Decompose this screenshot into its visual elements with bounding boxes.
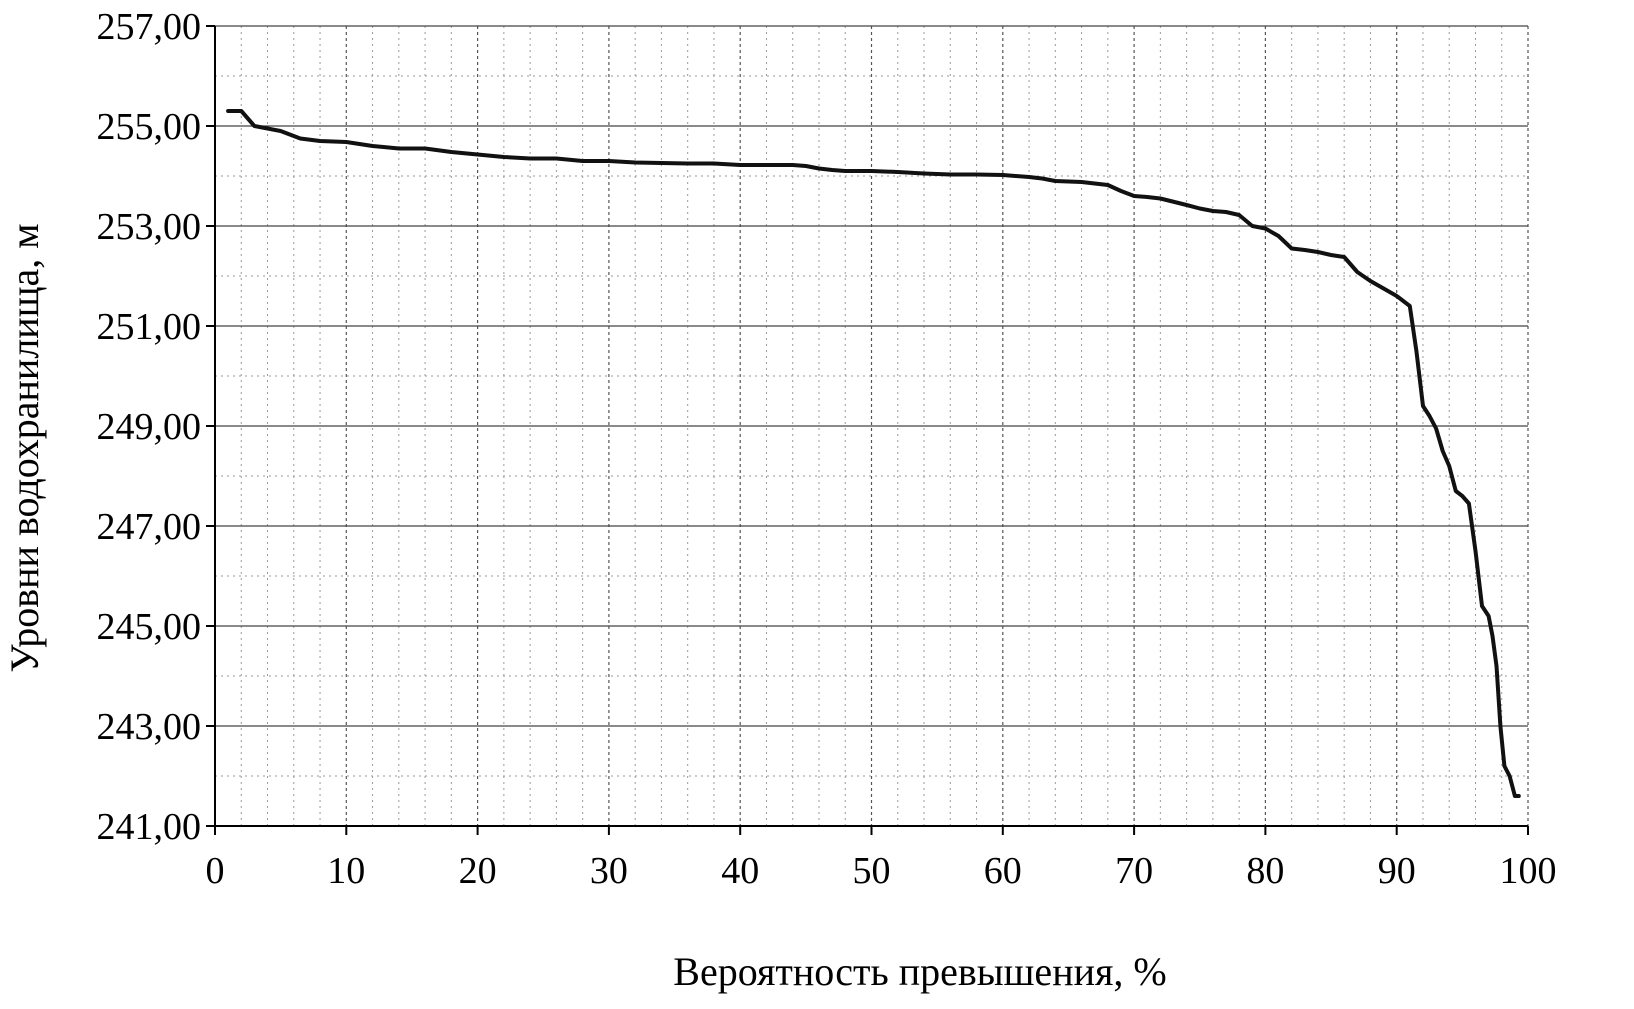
x-tick-label: 40 xyxy=(721,850,759,892)
y-tick-label: 253,00 xyxy=(97,206,202,248)
y-tick-label: 257,00 xyxy=(97,6,202,48)
grid-layer xyxy=(215,25,1529,826)
y-tick-label: 243,00 xyxy=(97,706,202,748)
x-tick-label: 0 xyxy=(206,850,225,892)
x-tick-label: 90 xyxy=(1378,850,1416,892)
y-tick-label: 245,00 xyxy=(97,606,202,648)
y-tick-label: 247,00 xyxy=(97,506,202,548)
y-tick-label: 255,00 xyxy=(97,106,202,148)
series-layer xyxy=(226,109,1521,798)
x-tick-label: 100 xyxy=(1500,850,1557,892)
x-axis-title: Вероятность превышения, % xyxy=(673,949,1166,994)
x-tick-label: 30 xyxy=(590,850,628,892)
x-tick-label: 60 xyxy=(984,850,1022,892)
axes-layer xyxy=(206,25,1529,835)
x-tick-label: 20 xyxy=(459,850,497,892)
y-tick-label: 249,00 xyxy=(97,406,202,448)
x-tick-label: 80 xyxy=(1246,850,1284,892)
series-line xyxy=(226,109,1521,798)
y-tick-label: 251,00 xyxy=(97,306,202,348)
x-tick-label: 10 xyxy=(327,850,365,892)
labels-layer: 241,00 243,00 245,00 247,00 249,00 251,00 253,… xyxy=(97,6,1557,892)
x-tick-label: 70 xyxy=(1115,850,1153,892)
x-tick-label: 50 xyxy=(853,850,891,892)
y-axis-title: Уровни водохранилища, м xyxy=(2,223,47,672)
y-tick-label: 241,00 xyxy=(97,806,202,848)
